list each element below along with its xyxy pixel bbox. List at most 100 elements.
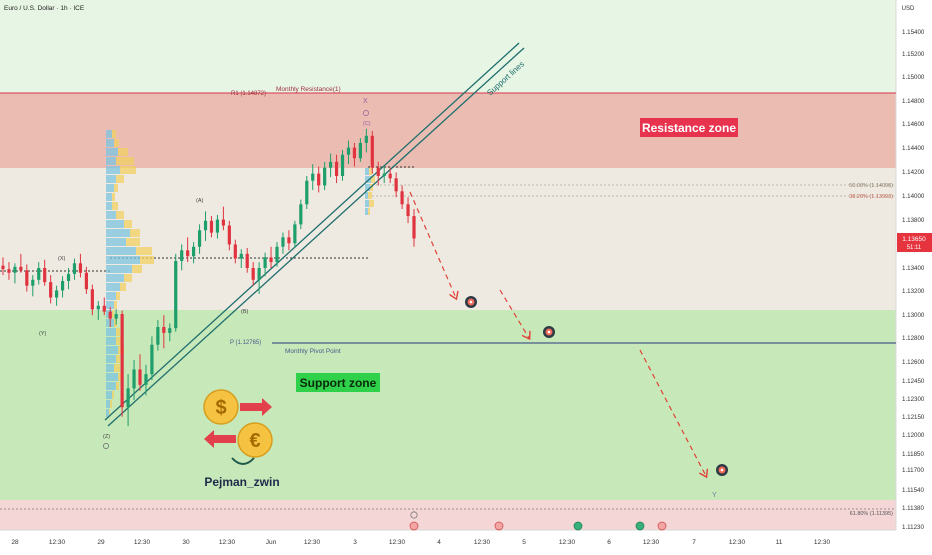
volume-bar	[370, 184, 373, 191]
volume-bar	[126, 238, 140, 246]
candle-body	[78, 263, 83, 273]
wave-label: Y	[712, 492, 717, 499]
candle-body	[311, 173, 315, 181]
price-tick-label: 1.13400	[902, 265, 925, 272]
volume-bar	[369, 200, 374, 207]
fib-618-label: 61.80% (1.11395)	[850, 511, 893, 517]
candle-body	[340, 154, 345, 176]
candle-body	[168, 328, 172, 333]
volume-bar	[106, 346, 118, 354]
event-icons[interactable]	[409, 511, 667, 531]
price-tick-label: 1.11700	[902, 467, 924, 474]
target-icon[interactable]	[465, 296, 477, 308]
time-tick-label: 12:30	[49, 539, 66, 546]
time-tick-label: 12:30	[389, 539, 406, 546]
time-tick-label: 6	[607, 539, 611, 546]
candle-body	[55, 290, 59, 298]
price-tick-label: 1.13200	[902, 288, 925, 295]
volume-bar	[136, 247, 152, 255]
price-tick-label: 1.12600	[902, 359, 925, 366]
candle-body	[84, 272, 88, 290]
time-axis-ticks: 28 12:30 29 12:30 30 12:30 Jun 12:30 3 12:30 4 12:3…	[11, 539, 830, 546]
volume-bar	[116, 175, 124, 183]
volume-bar	[106, 283, 120, 291]
candle-body	[317, 173, 321, 186]
volume-bar	[365, 192, 368, 199]
candle-body	[120, 314, 124, 408]
volume-bar	[106, 274, 124, 282]
wave-label: (C)	[363, 121, 371, 127]
candle-body	[37, 268, 41, 280]
top-band	[0, 0, 896, 93]
candle-body	[144, 374, 148, 385]
volume-bar	[112, 193, 115, 201]
volume-bar	[106, 391, 112, 399]
volume-bar	[106, 382, 116, 390]
volume-bar	[112, 391, 114, 399]
volume-bar	[106, 193, 112, 201]
support-line-lower	[107, 47, 525, 427]
candle-body	[180, 250, 184, 261]
price-tick-label: 1.12000	[902, 432, 925, 439]
support-zone	[0, 310, 896, 500]
candle-body	[203, 220, 208, 231]
price-tick-label: 1.15000	[902, 74, 925, 81]
candle-body	[13, 266, 17, 273]
volume-bar	[106, 220, 124, 228]
projection-arrow-1	[409, 191, 456, 298]
candle-body	[138, 369, 142, 385]
time-axis[interactable]	[0, 530, 896, 550]
volume-bar	[365, 168, 369, 175]
volume-bar	[106, 265, 132, 273]
candle-body	[376, 167, 380, 176]
time-tick-label: 12:30	[474, 539, 491, 546]
volume-bar	[118, 373, 122, 381]
candle-body	[31, 279, 35, 286]
time-tick-label: 7	[692, 539, 696, 546]
resistance-zone-label: Resistance zone	[640, 118, 738, 137]
wave-label: X	[363, 98, 368, 105]
volume-bar	[116, 328, 120, 336]
axis-currency-label: USD	[902, 6, 915, 12]
volume-bar	[106, 355, 116, 363]
volume-bar	[120, 166, 136, 174]
dollar-symbol-icon: $	[215, 397, 226, 419]
time-tick-label: 5	[522, 539, 526, 546]
candle-body	[43, 268, 47, 283]
candle-body	[233, 244, 237, 259]
volume-bar	[116, 211, 124, 219]
volume-bar	[106, 211, 116, 219]
time-tick-label: 4	[437, 539, 441, 546]
earnings-icon[interactable]	[635, 521, 645, 531]
volume-bar	[106, 292, 116, 300]
target-icon[interactable]	[716, 464, 728, 476]
pivot-name-label: Monthly Pivot Point	[285, 348, 341, 355]
price-tick-label: 1.14600	[902, 121, 925, 128]
volume-bar	[368, 208, 370, 215]
time-tick-label: 12:30	[219, 539, 236, 546]
us-flag-icon[interactable]	[657, 521, 667, 531]
resistance-zone	[0, 93, 896, 168]
target-icon[interactable]	[543, 326, 555, 338]
lightning-event-icon[interactable]	[410, 511, 418, 519]
earnings-icon[interactable]	[573, 521, 583, 531]
candle-body	[60, 280, 65, 291]
volume-bar	[140, 256, 154, 264]
us-flag-icon[interactable]	[494, 521, 504, 531]
volume-bar	[132, 265, 142, 273]
volume-bar	[114, 139, 119, 147]
bottom-band	[0, 500, 896, 530]
volume-bar	[106, 256, 140, 264]
svg-text:Support zone: Support zone	[300, 376, 377, 390]
candle-body	[25, 270, 29, 286]
us-flag-icon[interactable]	[409, 521, 419, 531]
candle-body	[66, 273, 71, 281]
arrow-right-icon	[240, 398, 272, 416]
price-axis[interactable]	[896, 0, 932, 550]
volume-bar	[106, 184, 114, 192]
time-tick-label: 12:30	[304, 539, 321, 546]
candle-body	[126, 388, 130, 408]
chart-title: Euro / U.S. Dollar · 1h · ICE	[4, 5, 85, 12]
